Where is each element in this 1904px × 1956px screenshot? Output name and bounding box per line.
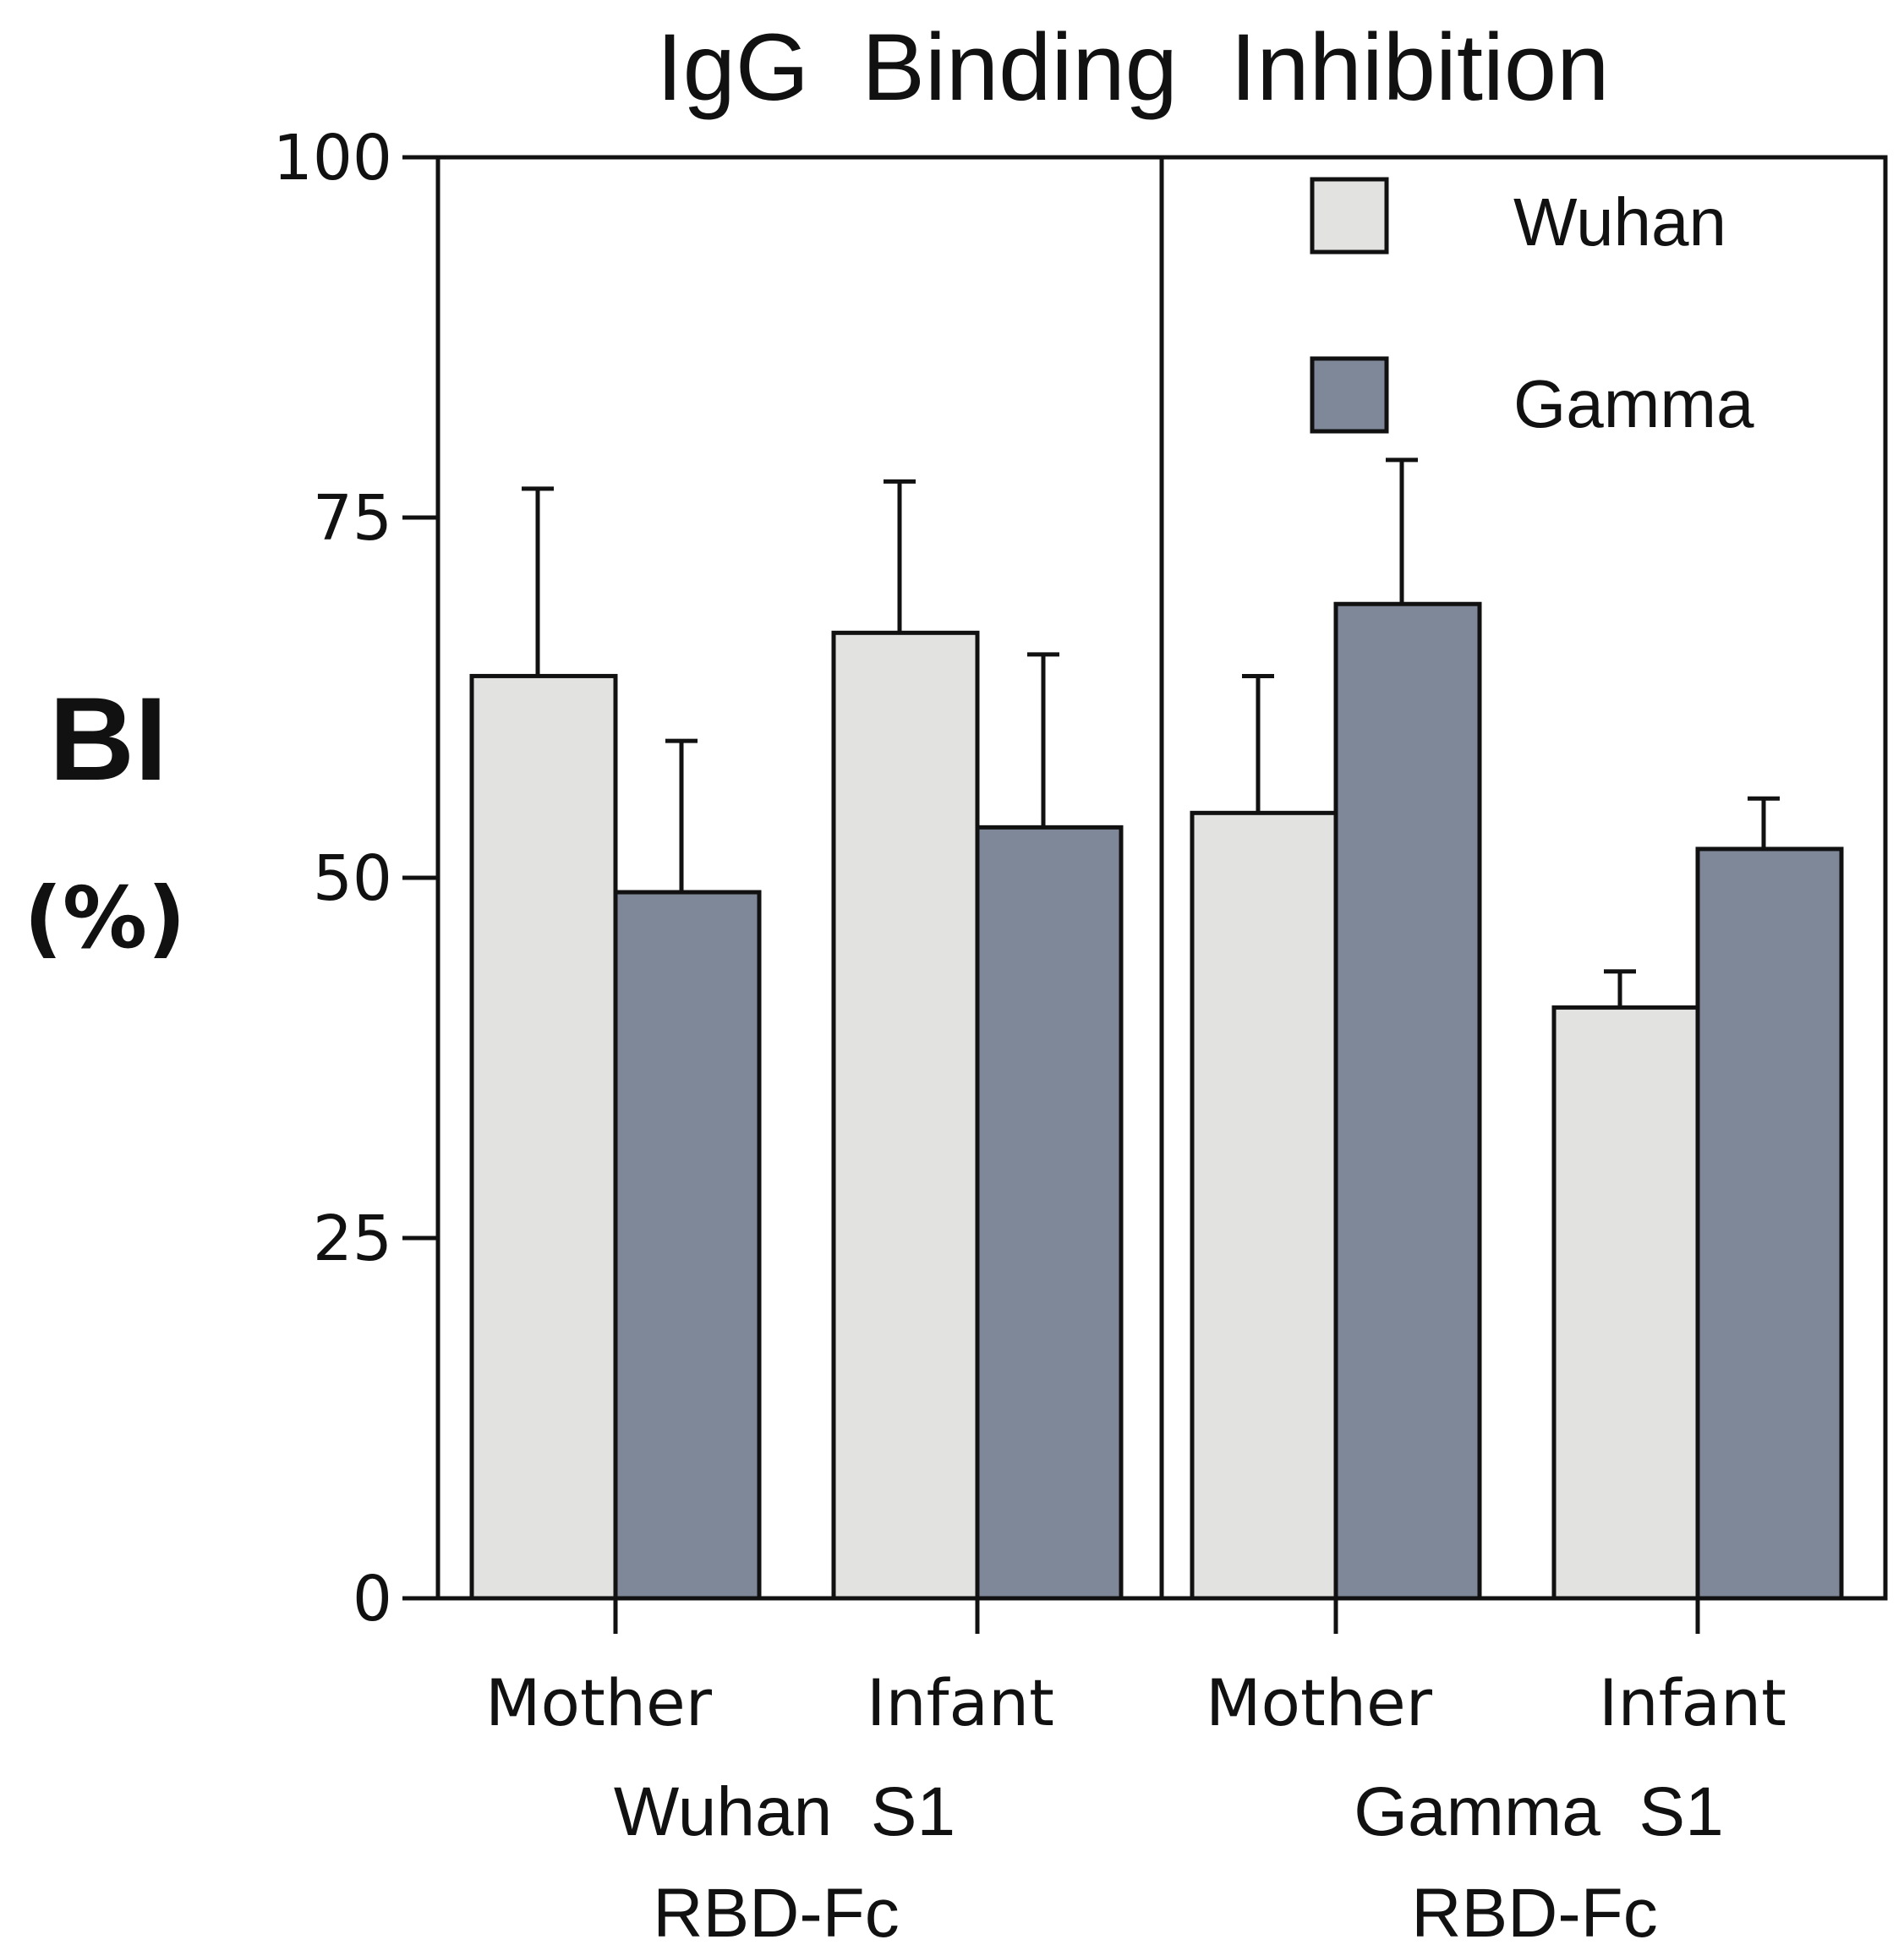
y-tick-label: 50 bbox=[313, 842, 392, 915]
group-label-gamma-line1: Gamma S1 bbox=[1354, 1773, 1723, 1850]
x-axis-ticks bbox=[613, 1598, 1700, 1634]
legend-swatch-gamma bbox=[1310, 356, 1389, 434]
legend-label-wuhan: Wuhan bbox=[1513, 184, 1726, 260]
legend-label-gamma: Gamma bbox=[1513, 366, 1754, 441]
legend-swatch-wuhan bbox=[1310, 177, 1389, 255]
group-label-wuhan-line2: RBD-Fc bbox=[653, 1875, 900, 1952]
y-tick-label: 100 bbox=[273, 122, 392, 195]
y-axis-label: BI bbox=[49, 672, 167, 805]
y-tick-label: 25 bbox=[313, 1203, 392, 1275]
chart-title: IgG Binding Inhibition bbox=[657, 14, 1610, 120]
legend: Wuhan Gamma bbox=[1310, 177, 1754, 441]
y-axis-ticks: 0 25 50 75 100 bbox=[273, 122, 438, 1635]
x-category-label: Infant bbox=[867, 1665, 1054, 1740]
bar-gamma bbox=[613, 890, 762, 1601]
group-label-gamma-line2: RBD-Fc bbox=[1411, 1875, 1658, 1952]
y-tick-label: 75 bbox=[313, 482, 392, 555]
bar-gamma bbox=[1695, 847, 1844, 1601]
group-label-wuhan-line1: Wuhan S1 bbox=[614, 1773, 955, 1850]
x-category-label: Mother bbox=[1206, 1665, 1433, 1740]
x-axis-category-labels: Mother Infant Mother Infant bbox=[485, 1665, 1786, 1740]
bars-layer bbox=[469, 457, 1844, 1601]
bar-wuhan bbox=[1551, 1005, 1700, 1601]
bar-wuhan bbox=[831, 630, 980, 1601]
y-tick-label: 0 bbox=[353, 1563, 392, 1635]
x-category-label: Mother bbox=[485, 1665, 713, 1740]
bar-wuhan bbox=[469, 673, 618, 1601]
bar-gamma bbox=[975, 825, 1124, 1601]
x-category-label: Infant bbox=[1599, 1665, 1786, 1740]
bar-gamma bbox=[1333, 601, 1482, 1601]
bar-wuhan bbox=[1190, 810, 1338, 1601]
y-axis-unit-label: (%) bbox=[24, 868, 186, 967]
